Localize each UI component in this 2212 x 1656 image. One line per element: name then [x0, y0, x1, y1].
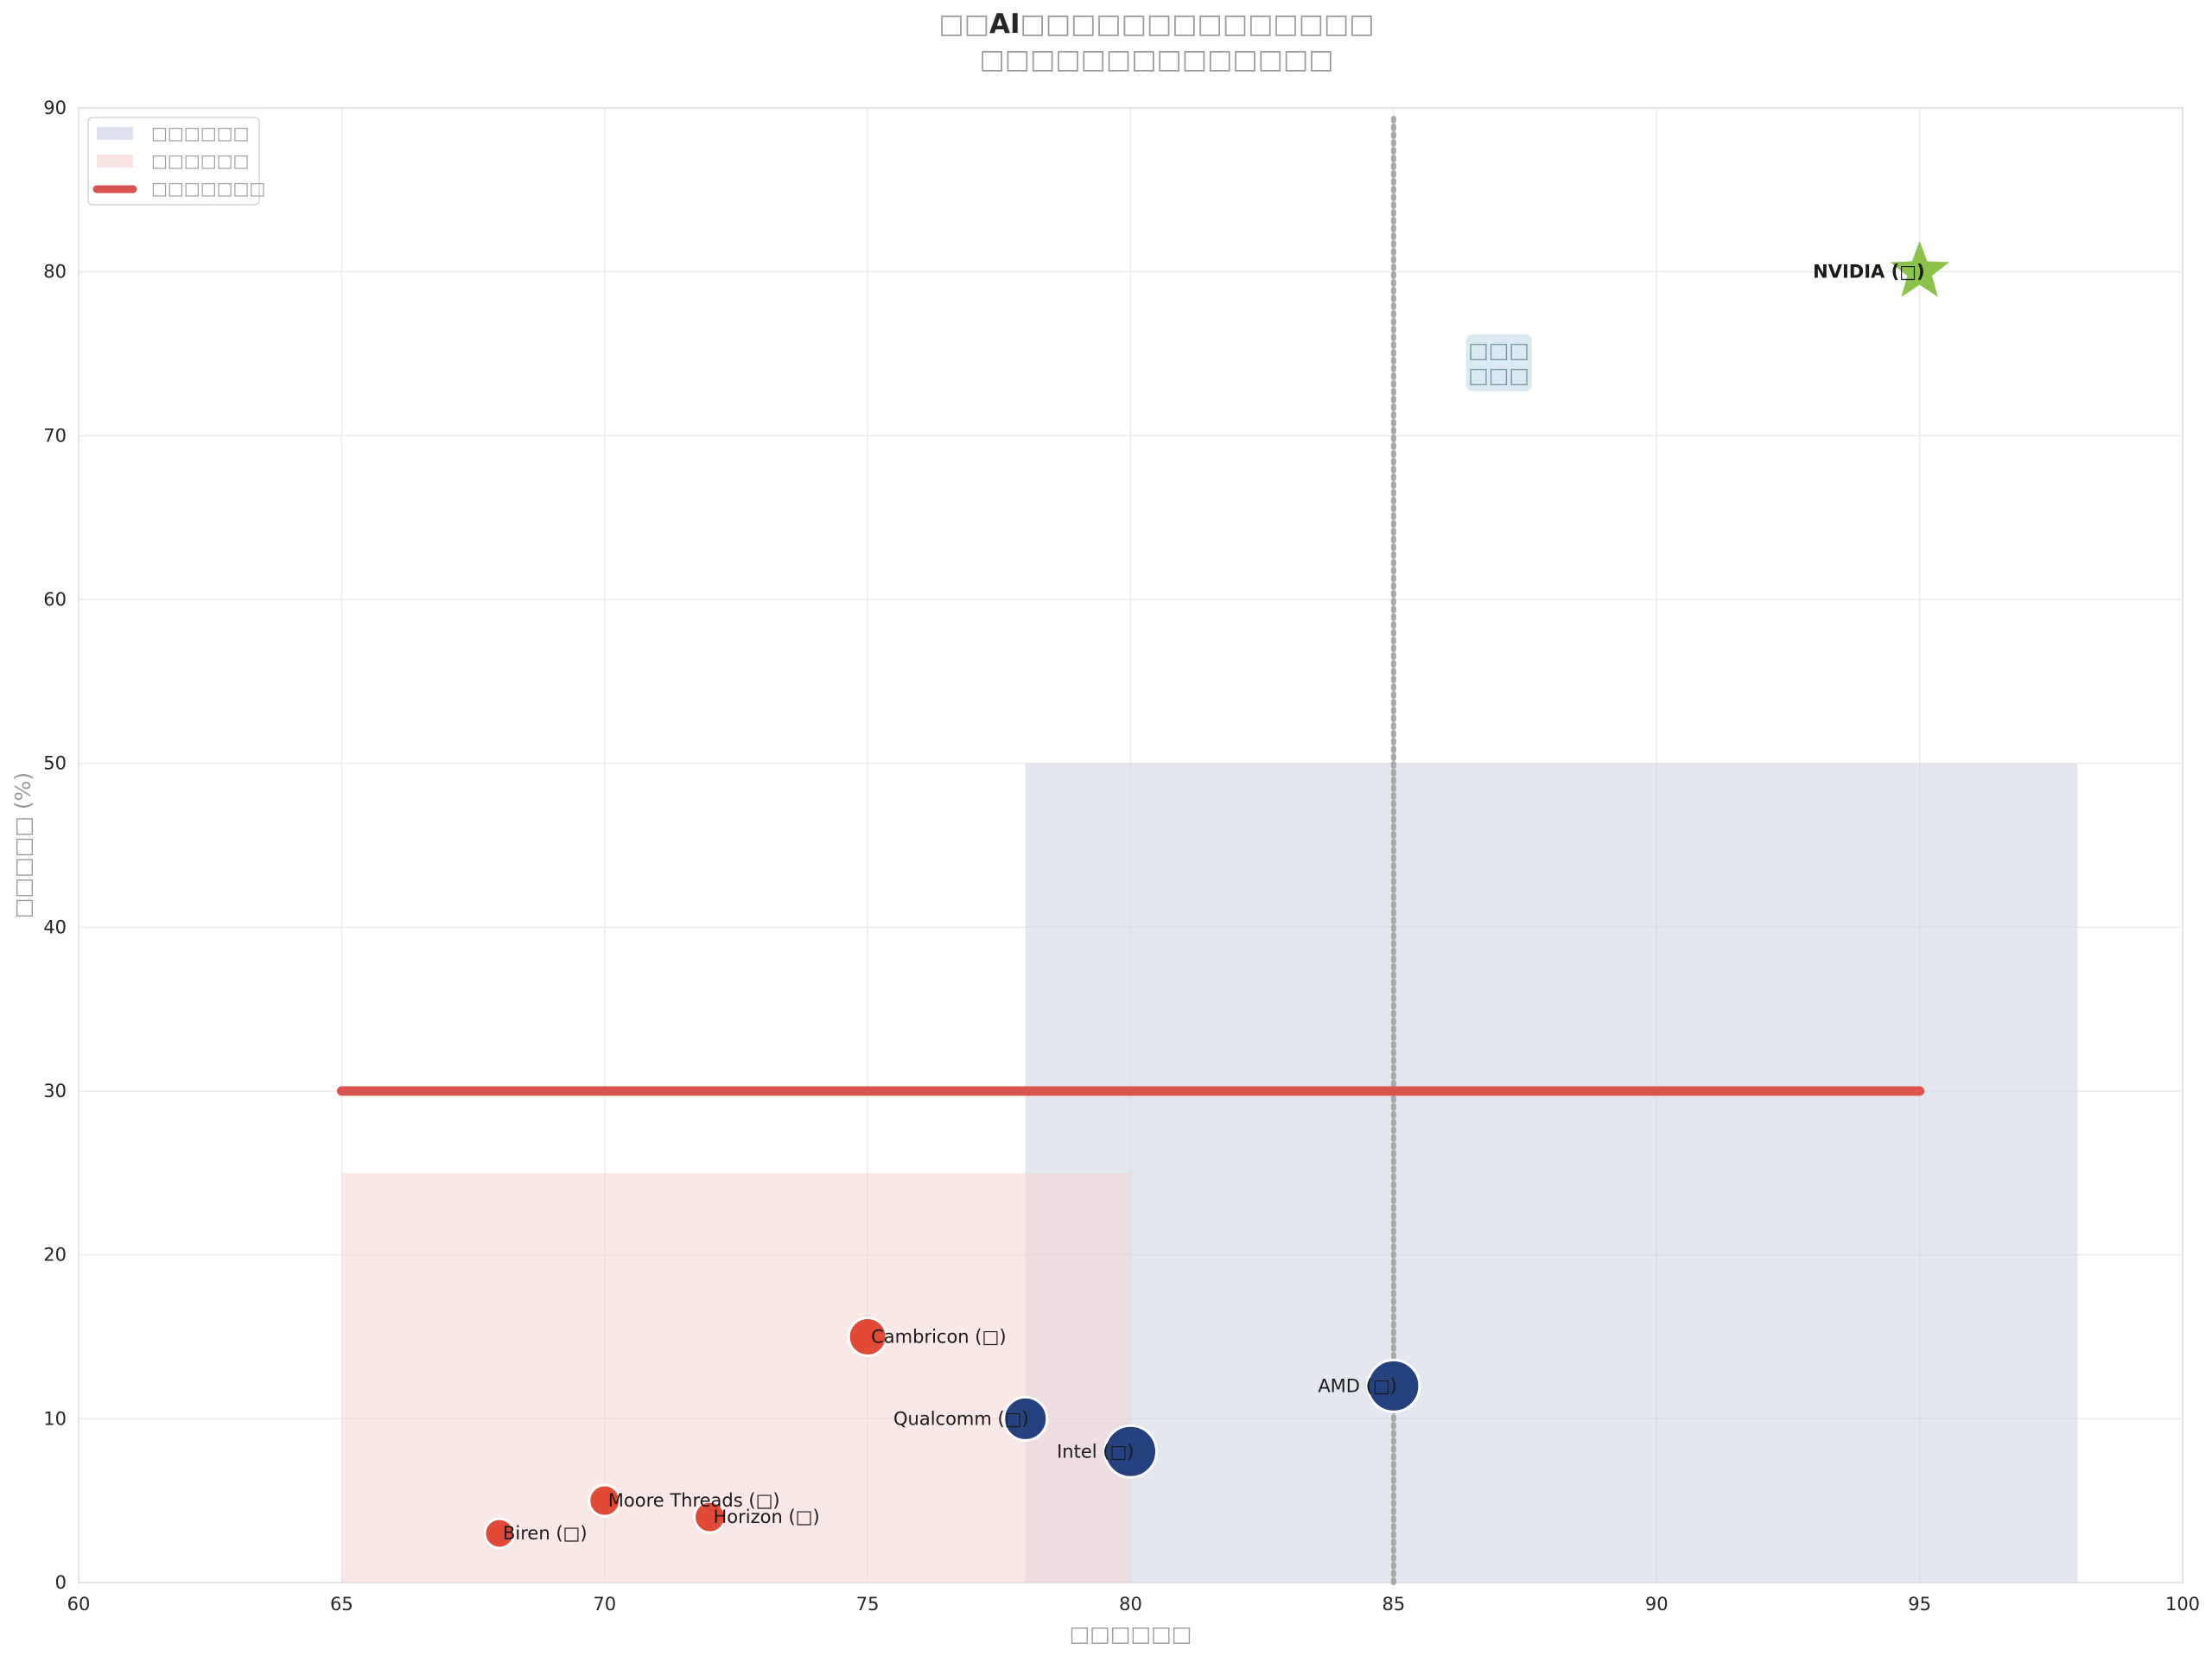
label-qualcomm: Qualcomm (□) — [893, 1408, 1029, 1429]
y-tick-label: 10 — [43, 1408, 67, 1429]
region-1 — [1025, 763, 2078, 1583]
x-tick-label: 100 — [2165, 1594, 2200, 1615]
x-tick-label: 70 — [593, 1594, 616, 1615]
annotation-line-1: □□□ — [1468, 338, 1529, 363]
axis-labels: □□□□□□ □□□□□ (%) — [10, 772, 1192, 1646]
annotation-box: □□□□□□ — [1465, 333, 1532, 391]
axis-ticks: 60 65 70 75 80 85 90 95 100 0 10 20 30 40 50 60 70 80 90 — [43, 98, 2200, 1615]
point-moore — [588, 1483, 622, 1518]
region-2 — [341, 1172, 1131, 1583]
regions — [341, 763, 2078, 1583]
label-biren: Biren (□) — [503, 1523, 588, 1544]
legend: □□□□□□□□□□□□□□□□□□□ — [87, 117, 265, 206]
reference-lines — [336, 116, 1925, 1585]
x-tick-label: 80 — [1119, 1594, 1142, 1615]
point-amd — [1366, 1358, 1421, 1413]
point-horizon — [693, 1500, 727, 1534]
legend-label-1: □□□□□□ — [151, 123, 249, 143]
y-tick-label: 50 — [43, 753, 67, 774]
label-intel: Intel (□) — [1057, 1441, 1134, 1462]
x-tick-label: 95 — [1908, 1594, 1931, 1615]
chart-title: □□AI□□□□□□□□□□□□□□ □□□□□□□□□□□□□□ — [938, 9, 1374, 75]
point-intel — [1103, 1424, 1158, 1479]
y-tick-label: 40 — [43, 917, 67, 937]
point-nvidia — [1890, 240, 1949, 297]
legend-swatch-2 — [97, 155, 133, 168]
point-qualcomm — [1002, 1395, 1049, 1442]
y-tick-label: 20 — [43, 1245, 67, 1266]
annotation-line-2: □□□ — [1468, 363, 1529, 388]
data-points — [483, 240, 1949, 1550]
label-cambricon: Cambricon (□) — [871, 1327, 1006, 1348]
y-tick-label: 70 — [43, 425, 67, 446]
y-tick-label: 30 — [43, 1081, 67, 1101]
point-biren — [483, 1517, 516, 1550]
label-nvidia: NVIDIA (□) — [1813, 262, 1925, 282]
point-cambricon — [847, 1317, 888, 1357]
x-tick-label: 85 — [1382, 1594, 1406, 1615]
y-tick-label: 80 — [43, 262, 67, 282]
legend-label-2: □□□□□□ — [151, 150, 249, 171]
point-labels: NVIDIA (□) AMD (□) Intel (□) Qualcomm (□) Ca… — [503, 262, 1925, 1544]
y-tick-label: 90 — [43, 98, 67, 118]
x-tick-label: 65 — [330, 1594, 353, 1615]
legend-label-3: □□□□□□□ — [151, 178, 265, 199]
x-tick-label: 75 — [856, 1594, 880, 1615]
title-line-1: □□AI□□□□□□□□□□□□□□ — [938, 9, 1374, 40]
x-tick-label: 90 — [1645, 1594, 1669, 1615]
label-horizon: Horizon (□) — [714, 1507, 820, 1527]
y-tick-label: 0 — [55, 1572, 67, 1593]
y-axis-label: □□□□□ (%) — [10, 772, 35, 918]
y-tick-label: 60 — [43, 589, 67, 610]
label-moore: Moore Threads (□) — [608, 1490, 780, 1511]
title-line-2: □□□□□□□□□□□□□□ — [979, 44, 1333, 75]
annotation-box-bg — [1465, 333, 1532, 391]
label-amd: AMD (□) — [1318, 1375, 1397, 1396]
x-tick-label: 60 — [67, 1594, 91, 1615]
legend-swatch-1 — [97, 127, 133, 140]
x-axis-label: □□□□□□ — [1070, 1621, 1192, 1646]
